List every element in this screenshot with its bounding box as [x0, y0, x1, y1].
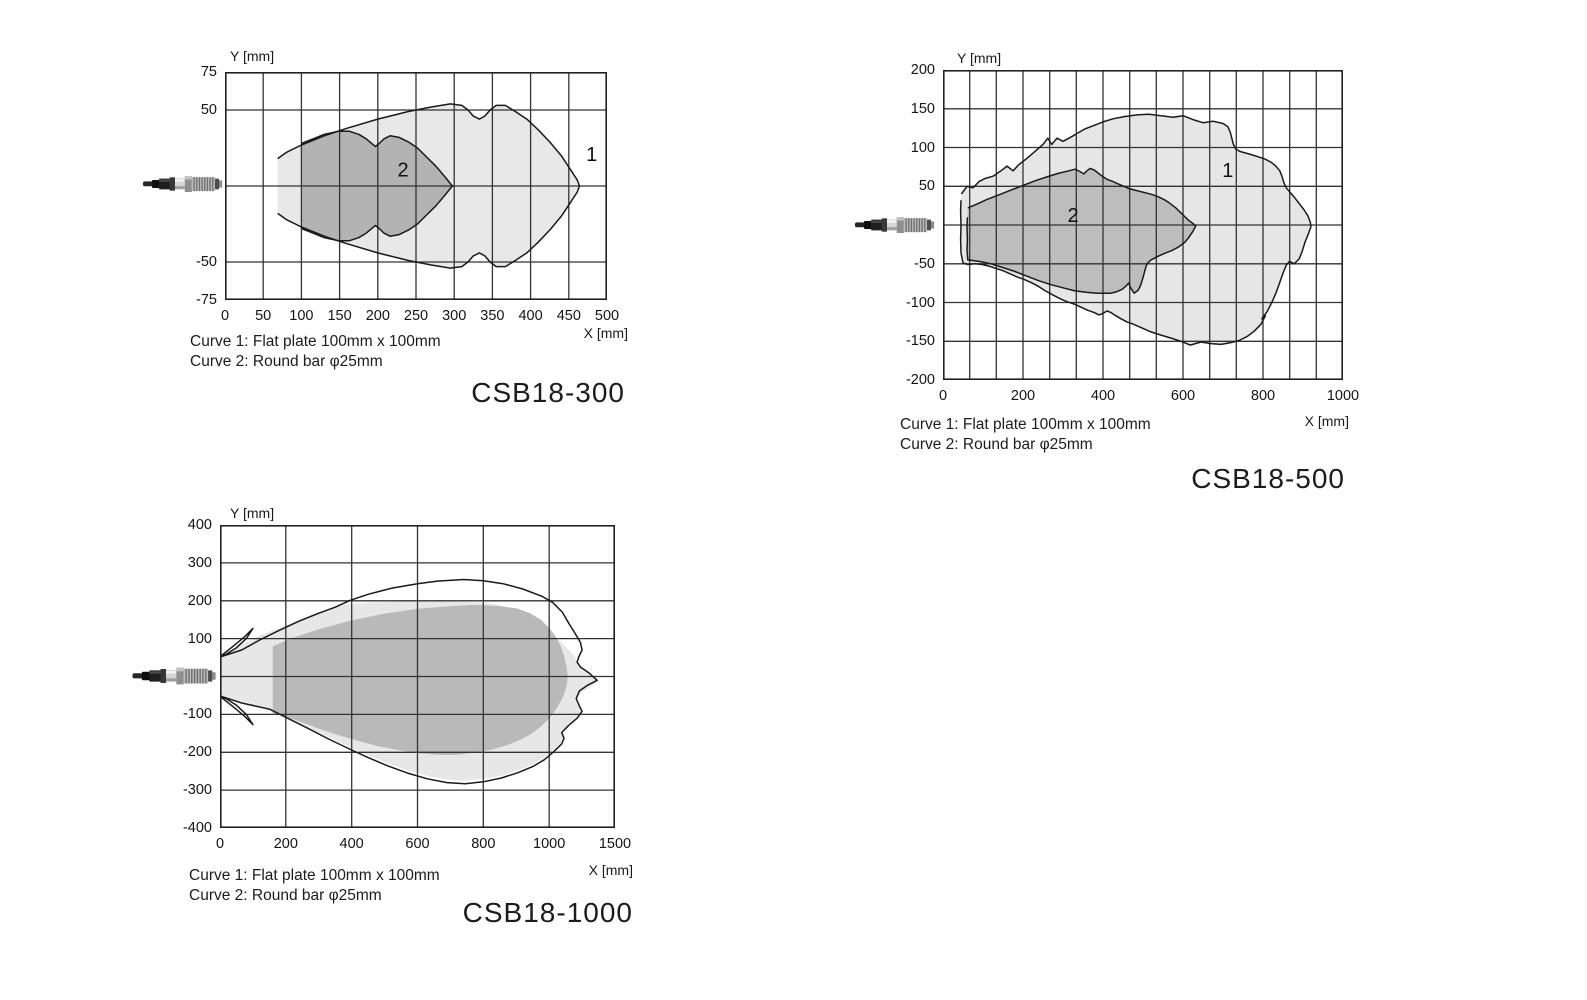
chart-title: CSB18-1000 [462, 897, 633, 928]
curve-captions: Curve 1: Flat plate 100mm x 100mm Curve … [900, 415, 1151, 455]
curve-number-label: 2 [397, 159, 408, 181]
curve-number-label: 1 [586, 144, 597, 166]
y-tick-label: -50 [196, 254, 217, 270]
x-tick-label: 300 [442, 308, 467, 324]
chart-title: CSB18-500 [1191, 463, 1345, 494]
x-tick-label: 500 [594, 308, 620, 324]
ultrasonic-sensor-icon [855, 216, 935, 234]
curve-number-label: 2 [1067, 205, 1078, 227]
curve-2-round-bar-fill-region [272, 604, 568, 755]
y-tick-label: -150 [905, 333, 935, 350]
curve-1-flat-plate-stroke [959, 113, 1312, 346]
y-tick-label: 50 [200, 102, 217, 118]
curve-2-round-bar-stroke [301, 130, 454, 242]
curve-1-outline-stroke [220, 578, 598, 785]
y-tick-label: -200 [905, 372, 935, 388]
y-axis-title: Y [mm] [957, 50, 1002, 66]
y-tick-label: 50 [918, 178, 935, 195]
x-tick-label: 100 [289, 308, 314, 324]
x-tick-label: 0 [220, 308, 230, 324]
x-tick-label: 350 [480, 308, 505, 324]
chart-csb18-1000: Y [mm] X [mm] Curve 1: Flat plate 100mm … [130, 490, 690, 940]
plot-border [943, 70, 1343, 380]
y-tick-label: -100 [905, 294, 935, 311]
curve-captions: Curve 1: Flat plate 100mm x 100mm Curve … [189, 866, 440, 906]
ultrasonic-sensor-icon [132, 666, 217, 686]
x-tick-label: 1000 [1326, 388, 1360, 404]
x-tick-label: 600 [405, 836, 430, 852]
y-tick-label: -400 [182, 820, 212, 836]
y-tick-label: 75 [200, 64, 217, 80]
y-axis-title: Y [mm] [230, 505, 275, 521]
x-tick-label: 200 [365, 308, 390, 324]
x-tick-label: 250 [403, 308, 429, 324]
ultrasonic-sensor-icon [143, 175, 223, 193]
caption-curve-1: Curve 1: Flat plate 100mm x 100mm [900, 416, 1151, 433]
y-tick-label: 300 [187, 554, 212, 571]
y-tick-label: -200 [182, 744, 212, 761]
x-tick-label: 450 [556, 308, 581, 324]
curve-captions: Curve 1: Flat plate 100mm x 100mm Curve … [190, 332, 441, 372]
x-tick-label: 400 [339, 836, 364, 852]
x-axis-title: X [mm] [1304, 413, 1349, 429]
plot-border [220, 525, 615, 828]
caption-curve-2: Curve 2: Round bar φ25mm [900, 436, 1093, 453]
x-axis-title: X [mm] [583, 325, 628, 341]
y-tick-label: 100 [187, 630, 212, 647]
x-axis-title: X [mm] [588, 862, 633, 878]
x-tick-label: 150 [327, 308, 352, 324]
plot-area [220, 525, 615, 828]
chart-title: CSB18-300 [471, 377, 625, 408]
plot-border [225, 72, 607, 300]
x-tick-label: 200 [1010, 388, 1036, 404]
outline-loop-bottom-stroke [220, 696, 254, 726]
curve-2-round-bar-region [967, 168, 1196, 294]
x-tick-label: 400 [518, 308, 543, 324]
y-tick-label: -100 [182, 706, 212, 723]
x-tick-label: 800 [1250, 388, 1276, 404]
caption-curve-2: Curve 2: Round bar φ25mm [189, 887, 382, 904]
x-tick-label: 50 [255, 308, 272, 324]
plot-svg: 12 [943, 70, 1343, 380]
caption-curve-1: Curve 1: Flat plate 100mm x 100mm [189, 867, 440, 884]
x-tick-label: 1500 [598, 836, 632, 852]
y-tick-label: -300 [182, 782, 212, 799]
x-tick-label: 400 [1090, 388, 1116, 404]
caption-curve-1: Curve 1: Flat plate 100mm x 100mm [190, 333, 441, 350]
x-tick-label: 800 [471, 836, 496, 852]
plot-svg: 12 [225, 72, 607, 300]
y-tick-label: -50 [914, 255, 935, 272]
curve-2-round-bar-stroke [966, 167, 1197, 294]
x-tick-label: 200 [273, 836, 298, 852]
grid-lines [220, 525, 615, 828]
y-tick-label: 200 [910, 62, 935, 78]
y-tick-label: 150 [910, 100, 935, 117]
x-tick-label: 0 [215, 836, 225, 852]
grid-lines [225, 72, 607, 300]
outline-loop-top-stroke [220, 627, 254, 657]
y-tick-label: 200 [187, 592, 212, 609]
x-tick-label: 600 [1170, 388, 1196, 404]
grid-lines [943, 70, 1343, 380]
y-axis-title: Y [mm] [230, 48, 275, 64]
y-tick-label: -75 [196, 292, 217, 308]
x-tick-label: 0 [938, 388, 948, 404]
curve-1-flat-plate-stroke [277, 103, 581, 269]
caption-curve-2: Curve 2: Round bar φ25mm [190, 353, 383, 370]
y-tick-label: 400 [187, 517, 212, 533]
y-tick-label: 100 [910, 139, 935, 156]
curve-number-label: 1 [1222, 160, 1233, 182]
plot-svg [220, 525, 615, 828]
x-tick-label: 1000 [533, 836, 566, 852]
